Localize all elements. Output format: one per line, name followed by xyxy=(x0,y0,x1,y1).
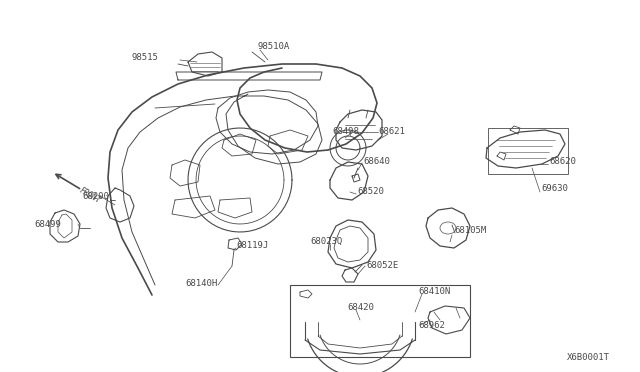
Text: 68621: 68621 xyxy=(378,126,405,135)
Bar xyxy=(290,285,470,357)
Text: X6B0001T: X6B0001T xyxy=(567,353,610,362)
Text: 69630: 69630 xyxy=(541,183,568,192)
Text: 68200: 68200 xyxy=(82,192,109,201)
Text: FRONT: FRONT xyxy=(78,186,102,205)
Text: 68140H: 68140H xyxy=(185,279,217,289)
Text: 68105M: 68105M xyxy=(454,225,486,234)
Text: 68499: 68499 xyxy=(34,219,61,228)
Text: 68023Q: 68023Q xyxy=(310,237,342,246)
Text: 68620: 68620 xyxy=(549,157,576,166)
Text: 68640: 68640 xyxy=(363,157,390,166)
Text: 68119J: 68119J xyxy=(236,241,268,250)
Text: 68520: 68520 xyxy=(357,186,384,196)
Bar xyxy=(488,128,568,174)
Text: 68420: 68420 xyxy=(347,302,374,311)
Text: 68962: 68962 xyxy=(418,321,445,330)
Text: 68052E: 68052E xyxy=(366,260,398,269)
Text: 98510A: 98510A xyxy=(258,42,291,51)
Text: 68410N: 68410N xyxy=(418,286,451,295)
Text: 98515: 98515 xyxy=(131,52,158,61)
Text: 68498: 68498 xyxy=(332,126,359,135)
